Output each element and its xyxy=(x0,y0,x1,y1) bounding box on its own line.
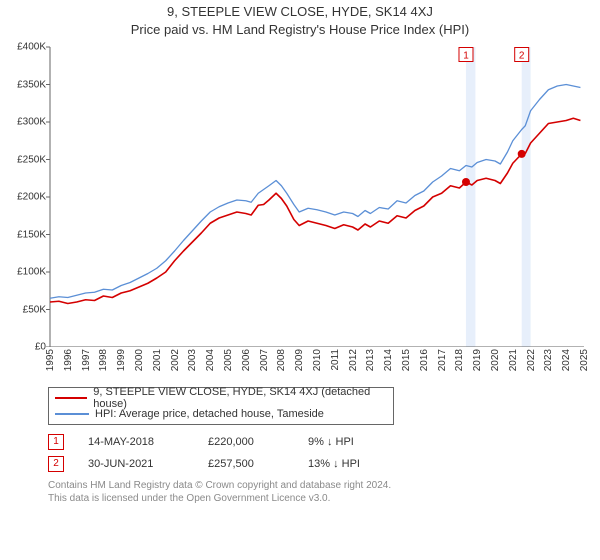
x-axis-tick-label: 2013 xyxy=(365,349,376,371)
x-axis-tick-label: 1997 xyxy=(81,349,92,371)
x-axis-tick-label: 1996 xyxy=(63,349,74,371)
y-axis-tick-label: £250K xyxy=(4,154,46,165)
x-axis-tick-label: 2014 xyxy=(383,349,394,371)
x-axis-tick-label: 1998 xyxy=(98,349,109,371)
y-axis-tick-label: £300K xyxy=(4,117,46,128)
y-axis-tick-label: £0 xyxy=(4,342,46,353)
sale-date: 30-JUN-2021 xyxy=(88,458,208,470)
legend-swatch-price-paid xyxy=(55,397,87,399)
legend-row-price-paid: 9, STEEPLE VIEW CLOSE, HYDE, SK14 4XJ (d… xyxy=(51,390,391,406)
sale-pct: 13% ↓ HPI xyxy=(308,458,428,470)
chart-svg: 12 xyxy=(10,43,584,347)
sale-row: 2 30-JUN-2021 £257,500 13% ↓ HPI xyxy=(48,453,590,475)
y-axis-tick-label: £100K xyxy=(4,267,46,278)
sale-date: 14-MAY-2018 xyxy=(88,436,208,448)
x-axis-tick-label: 2006 xyxy=(241,349,252,371)
x-axis-tick-label: 2005 xyxy=(223,349,234,371)
y-axis-tick-label: £200K xyxy=(4,192,46,203)
x-axis-tick-label: 2023 xyxy=(543,349,554,371)
address-title: 9, STEEPLE VIEW CLOSE, HYDE, SK14 4XJ xyxy=(0,4,600,19)
x-axis-tick-label: 2010 xyxy=(312,349,323,371)
x-axis-tick-label: 2004 xyxy=(205,349,216,371)
y-axis-tick-label: £50K xyxy=(4,304,46,315)
sale-marker-icon: 2 xyxy=(48,456,64,472)
footer-line-1: Contains HM Land Registry data © Crown c… xyxy=(48,479,590,492)
x-axis-tick-label: 2018 xyxy=(454,349,465,371)
legend-label-hpi: HPI: Average price, detached house, Tame… xyxy=(95,408,324,420)
x-axis-tick-label: 2025 xyxy=(579,349,590,371)
sale-price: £220,000 xyxy=(208,436,308,448)
x-axis-tick-label: 2003 xyxy=(187,349,198,371)
chart-area: £0£50K£100K£150K£200K£250K£300K£350K£400… xyxy=(10,43,584,347)
x-axis-tick-label: 2024 xyxy=(561,349,572,371)
sale-pct: 9% ↓ HPI xyxy=(308,436,428,448)
sale-row: 1 14-MAY-2018 £220,000 9% ↓ HPI xyxy=(48,431,590,453)
x-axis-tick-label: 2011 xyxy=(330,349,341,371)
x-axis-tick-label: 2001 xyxy=(152,349,163,371)
chart-subtitle: Price paid vs. HM Land Registry's House … xyxy=(0,22,600,37)
y-axis-tick-label: £350K xyxy=(4,79,46,90)
x-axis-tick-label: 2016 xyxy=(419,349,430,371)
x-axis-tick-label: 2015 xyxy=(401,349,412,371)
x-axis-tick-label: 2008 xyxy=(276,349,287,371)
x-axis-tick-label: 2017 xyxy=(437,349,448,371)
x-axis-tick-label: 1999 xyxy=(116,349,127,371)
x-axis-tick-label: 2009 xyxy=(294,349,305,371)
x-axis-tick-label: 2007 xyxy=(259,349,270,371)
x-axis-tick-label: 2012 xyxy=(348,349,359,371)
x-axis-tick-label: 1995 xyxy=(45,349,56,371)
x-axis-tick-label: 2000 xyxy=(134,349,145,371)
legend-label-price-paid: 9, STEEPLE VIEW CLOSE, HYDE, SK14 4XJ (d… xyxy=(93,386,391,410)
footer-line-2: This data is licensed under the Open Gov… xyxy=(48,492,590,505)
x-axis-tick-label: 2020 xyxy=(490,349,501,371)
svg-text:2: 2 xyxy=(519,51,525,62)
y-axis-tick-label: £400K xyxy=(4,42,46,53)
legend-box: 9, STEEPLE VIEW CLOSE, HYDE, SK14 4XJ (d… xyxy=(48,387,394,425)
sales-table: 1 14-MAY-2018 £220,000 9% ↓ HPI 2 30-JUN… xyxy=(48,431,590,475)
footer: Contains HM Land Registry data © Crown c… xyxy=(48,479,590,505)
sale-marker-icon: 1 xyxy=(48,434,64,450)
legend-swatch-hpi xyxy=(55,413,89,415)
y-axis-tick-label: £150K xyxy=(4,229,46,240)
sale-price: £257,500 xyxy=(208,458,308,470)
x-axis-tick-label: 2019 xyxy=(472,349,483,371)
x-axis-tick-label: 2022 xyxy=(526,349,537,371)
x-axis-tick-label: 2002 xyxy=(170,349,181,371)
svg-text:1: 1 xyxy=(463,51,469,62)
x-axis-tick-label: 2021 xyxy=(508,349,519,371)
